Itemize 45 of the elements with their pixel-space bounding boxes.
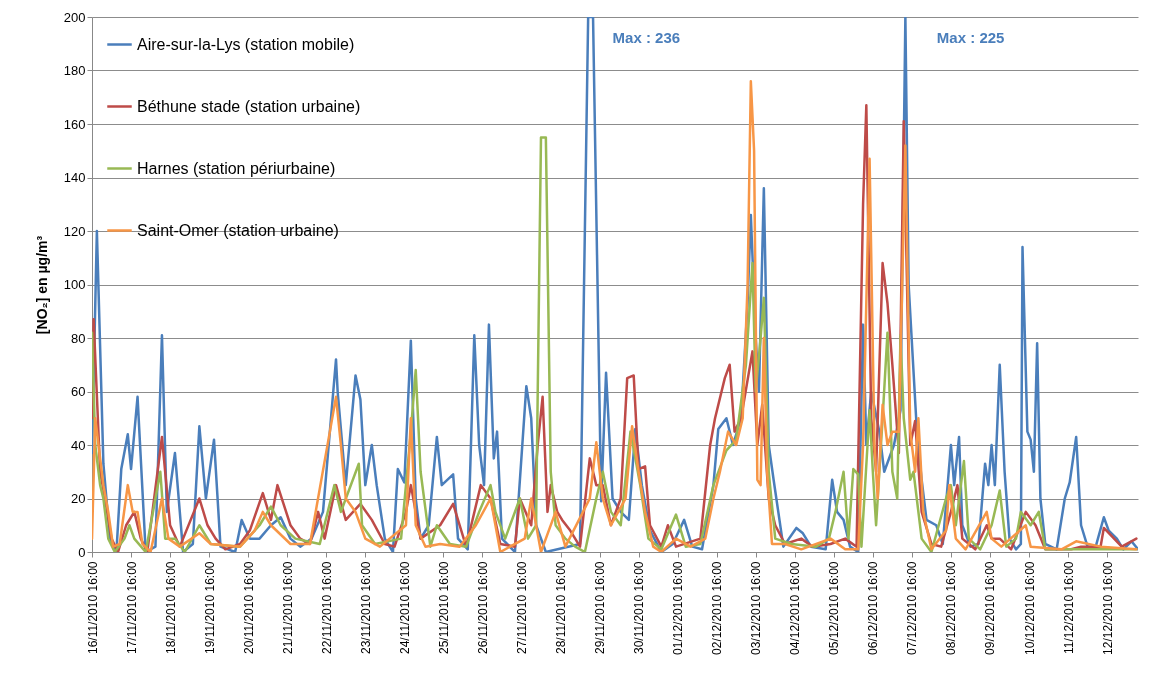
annotation: Max : 225	[936, 29, 1005, 46]
x-tick-label: 23/11/2010 16:00	[358, 561, 373, 655]
legend-label: Harnes (station périurbaine)	[137, 159, 336, 177]
x-tick-label: 17/11/2010 16:00	[124, 561, 139, 655]
legend-label: Béthune stade (station urbaine)	[137, 97, 361, 115]
x-tick-label: 10/12/2010 16:00	[1022, 561, 1037, 655]
x-tick-label: 03/12/2010 16:00	[749, 561, 764, 655]
x-tick-label: 27/11/2010 16:00	[514, 561, 529, 655]
x-tick-label: 18/11/2010 16:00	[163, 561, 178, 655]
x-tick-label: 25/11/2010 16:00	[436, 561, 451, 655]
y-tick-label: 20	[71, 491, 86, 506]
x-tick-label: 01/12/2010 16:00	[671, 561, 686, 655]
annotation: Max : 236	[612, 29, 681, 46]
x-tick-label: 12/12/2010 16:00	[1100, 561, 1115, 655]
x-tick-label: 22/11/2010 16:00	[319, 561, 334, 655]
y-tick-label: 40	[71, 437, 86, 453]
x-tick-label: 08/12/2010 16:00	[944, 561, 959, 655]
x-tick-label: 28/11/2010 16:00	[554, 561, 568, 655]
x-tick-label: 07/12/2010 16:00	[905, 561, 920, 655]
y-tick-label: 0	[78, 544, 86, 560]
y-axis-title: [NO₂] en µg/m³	[33, 235, 50, 335]
y-tick-label: 120	[63, 223, 86, 239]
y-tick-label: 200	[63, 9, 86, 25]
y-tick-label: 60	[71, 384, 86, 399]
x-tick-label: 19/11/2010 16:00	[202, 561, 217, 655]
x-tick-label: 30/11/2010 16:00	[632, 561, 647, 655]
y-tick-label: 180	[63, 63, 86, 78]
y-tick-label: 140	[63, 170, 86, 185]
legend-label: Aire-sur-la-Lys (station mobile)	[137, 35, 355, 53]
legend-label: Saint-Omer (station urbaine)	[137, 221, 339, 239]
x-tick-label: 09/12/2010 16:00	[983, 561, 998, 655]
x-tick-label: 24/11/2010 16:00	[397, 561, 412, 655]
y-tick-label: 100	[63, 277, 86, 292]
x-tick-label: 26/11/2010 16:00	[475, 561, 490, 655]
y-tick-label: 80	[71, 330, 86, 346]
x-tick-label: 11/12/2010 16:00	[1061, 561, 1076, 655]
x-tick-label: 20/11/2010 16:00	[241, 561, 256, 655]
x-tick-label: 06/12/2010 16:00	[866, 561, 881, 655]
x-tick-label: 05/12/2010 16:00	[827, 561, 842, 655]
x-tick-label: 02/12/2010 16:00	[710, 561, 725, 655]
x-tick-label: 21/11/2010 16:00	[280, 561, 295, 655]
x-tick-label: 04/12/2010 16:00	[788, 561, 803, 655]
y-tick-label: 160	[63, 116, 86, 132]
x-tick-label: 29/11/2010 16:00	[593, 561, 608, 655]
x-tick-label: 16/11/2010 16:00	[85, 561, 100, 655]
